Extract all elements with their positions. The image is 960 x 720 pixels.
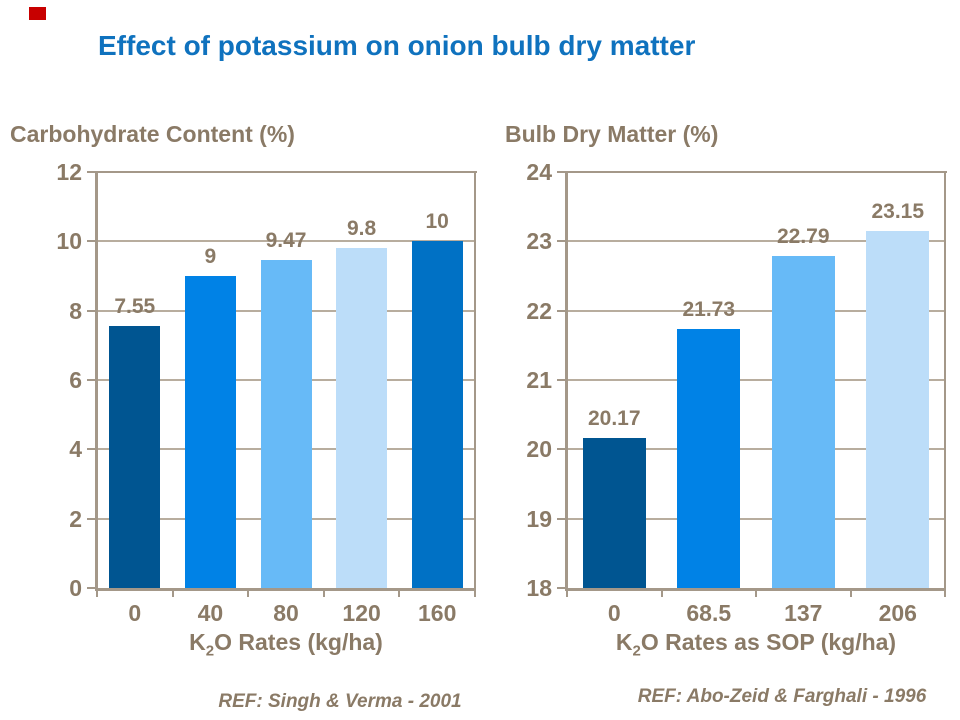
x-axis-tick-label: 160 — [418, 600, 457, 626]
plot-border-right — [944, 172, 946, 588]
y-axis-tick — [87, 309, 97, 312]
x-axis-line — [95, 588, 475, 591]
bar — [677, 329, 741, 588]
x-axis-tick — [660, 588, 663, 597]
gridline — [568, 379, 944, 381]
y-axis-label: 6 — [69, 367, 82, 393]
x-axis-tick — [322, 588, 325, 597]
x-axis-tick-label: 0 — [607, 600, 621, 626]
x-axis-tick — [755, 588, 757, 597]
plot-border-top — [95, 171, 477, 173]
x-axis-tick — [566, 588, 568, 597]
y-axis-tick — [87, 587, 97, 589]
bar-value-label: 23.15 — [871, 199, 925, 223]
y-axis-tick — [557, 240, 567, 243]
y-axis-label: 4 — [69, 436, 82, 463]
x-axis-tick — [944, 588, 946, 597]
y-axis-tick — [87, 517, 97, 520]
bar-value-label: 9.47 — [265, 228, 307, 252]
x-axis-tick — [474, 588, 476, 597]
x-axis-tick-label: 120 — [342, 600, 381, 626]
bar-value-label: 9.8 — [346, 217, 377, 241]
y-axis-label: 8 — [69, 297, 82, 324]
y-axis-tick — [557, 587, 567, 589]
x-axis-title-text: K — [189, 629, 206, 655]
gridline — [568, 240, 944, 243]
y-axis-label: 12 — [56, 159, 82, 185]
x-axis-tick-label: 80 — [273, 600, 299, 626]
bar — [184, 276, 236, 588]
bar — [866, 230, 930, 588]
y-axis-label: 10 — [56, 228, 82, 255]
bar-value-label: 22.79 — [776, 224, 830, 248]
y-axis-label: 21 — [526, 367, 552, 393]
y-axis-tick — [557, 517, 567, 520]
red-marker — [29, 7, 46, 20]
bar — [411, 241, 463, 588]
gridline — [568, 448, 944, 451]
gridline — [568, 309, 944, 312]
plot-border-right — [474, 172, 476, 588]
bar-value-label: 10 — [425, 210, 449, 234]
y-axis-label: 22 — [526, 297, 552, 324]
reference-text: REF: Abo-Zeid & Farghali - 1996 — [637, 686, 927, 707]
x-axis-tick — [171, 588, 174, 597]
bar-value-label: 9 — [204, 245, 217, 268]
bar-value-label: 20.17 — [587, 406, 641, 430]
x-axis-title-subscript: 2 — [205, 642, 215, 660]
x-axis-line — [565, 588, 945, 591]
plot-border-top — [565, 171, 947, 173]
bar — [260, 259, 312, 588]
x-axis-title-text: K — [615, 629, 633, 655]
y-axis-label: 18 — [526, 575, 552, 601]
x-axis-title: K2O Rates as SOP (kg/ha) — [567, 629, 945, 660]
bar-value-label: 7.55 — [114, 295, 156, 319]
y-axis-tick — [87, 171, 97, 173]
x-axis-title-text: O Rates (kg/ha) — [214, 629, 383, 655]
y-axis-label: 19 — [526, 505, 552, 532]
y-axis-tick — [87, 448, 97, 451]
y-axis-line — [565, 172, 568, 591]
bar-value-label: 21.73 — [682, 298, 736, 322]
reference-text: REF: Singh & Verma - 2001 — [218, 691, 462, 712]
x-axis-tick-label: 40 — [197, 600, 224, 626]
gridline — [568, 517, 944, 520]
x-axis-title: K2O Rates (kg/ha) — [97, 629, 475, 660]
chart-title: Carbohydrate Content (%) — [10, 121, 295, 147]
x-axis-tick — [849, 588, 852, 597]
y-axis-tick — [557, 171, 567, 173]
x-axis-tick — [247, 588, 250, 597]
x-axis-tick-label: 0 — [128, 600, 142, 626]
x-axis-tick — [398, 588, 401, 597]
y-axis-label: 24 — [526, 159, 552, 185]
x-axis-tick-label: 206 — [878, 600, 917, 626]
bar — [336, 248, 388, 588]
slide-title: Effect of potassium on onion bulb dry ma… — [98, 30, 696, 61]
y-axis-line — [95, 172, 98, 591]
chart-title: Bulb Dry Matter (%) — [505, 121, 719, 147]
y-axis-label: 23 — [526, 228, 552, 255]
y-axis-tick — [557, 448, 567, 451]
y-axis-tick — [87, 240, 97, 243]
gridline — [98, 240, 474, 243]
y-axis-label: 20 — [526, 436, 552, 463]
bar — [109, 326, 161, 588]
bar — [771, 255, 835, 588]
y-axis-tick — [87, 379, 97, 381]
x-axis-tick-label: 137 — [784, 600, 823, 626]
x-axis-tick-label: 68.5 — [686, 600, 732, 626]
x-axis-title-subscript: 2 — [632, 642, 641, 660]
bar — [582, 437, 646, 588]
x-axis-title-text: O Rates as SOP (kg/ha) — [640, 629, 897, 655]
y-axis-tick — [557, 309, 567, 312]
y-axis-tick — [557, 379, 567, 381]
x-axis-tick — [96, 588, 98, 597]
y-axis-label: 2 — [69, 505, 82, 532]
y-axis-label: 0 — [69, 575, 82, 601]
